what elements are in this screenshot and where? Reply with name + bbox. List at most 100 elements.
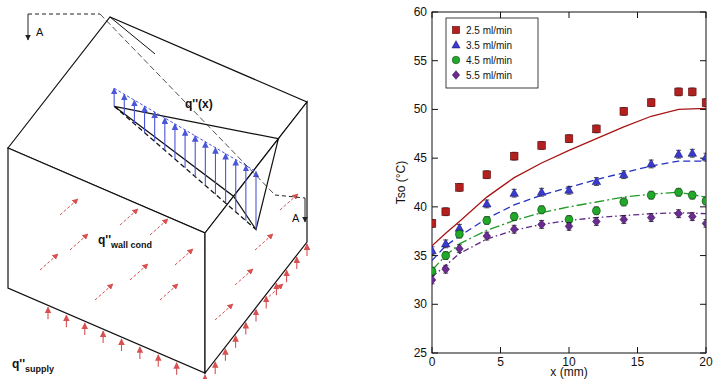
supply-arrow [139,347,140,359]
marker-circle [538,206,546,214]
model-line [432,213,706,277]
y-tick [432,304,438,305]
marker-square [510,152,518,160]
conduction-arrow [60,199,78,215]
x-tick [569,347,570,353]
y-tick-label: 25 [414,346,428,360]
y-tick-label: 30 [414,297,428,311]
flux-arrow [124,94,125,115]
y-tick-label: 55 [414,54,428,68]
supply-arrow [47,307,48,319]
x-tick-label: 5 [497,355,504,369]
flux-arrow [174,124,175,159]
x-tick [500,12,501,18]
model-line [432,108,706,245]
label-sub: wall cond [110,240,152,250]
marker-square [456,184,464,192]
marker-square [647,99,655,107]
flux-arrow [205,142,206,186]
marker-circle [702,197,706,205]
marker-circle [688,191,696,199]
marker-circle [510,213,518,221]
section-line [275,195,305,198]
marker-square [675,88,683,96]
marker-square [432,220,436,228]
diagram-label: q''supply [12,357,54,374]
x-tick [706,12,707,18]
supply-arrow [103,331,104,343]
figure: AAq''(x)q''wall condq''supply05101520253… [0,0,716,379]
marker-square [593,125,601,133]
flux-arrow [114,88,115,106]
marker-diamond [452,71,459,80]
label-main: q'' [12,357,25,371]
conduction-arrow [130,264,148,280]
marker-square [620,108,628,116]
marker-diamond [593,217,601,226]
conduction-arrow [95,284,113,300]
x-tick [637,347,638,353]
section-arrow [305,198,306,222]
marker-diamond [538,220,546,229]
conduction-arrow [40,254,58,270]
flux-arrow [225,154,226,203]
marker-triangle [452,41,460,48]
marker-square [442,208,450,216]
supply-arrow [176,363,177,375]
y-tick-label: 50 [414,102,428,116]
x-tick [637,12,638,18]
flux-arrow [215,148,216,195]
marker-diamond [483,232,491,241]
marker-circle [592,207,600,215]
marker-triangle [537,188,545,196]
legend-label: 4.5 ml/min [466,55,512,66]
conduction-arrow [255,234,273,250]
y-axis-label: Tso (°C) [394,161,408,204]
y-tick [700,304,706,305]
x-tick [500,347,501,353]
y-tick [700,60,706,61]
channel-bottom [114,106,256,229]
y-tick [432,12,438,13]
y-tick [432,109,438,110]
y-tick [432,206,438,207]
conduction-arrow [235,269,253,285]
conduction-arrow [150,219,168,235]
chart: 051015202530354045505560x (mm)Tso (°C)2.… [394,5,713,379]
y-tick [432,353,438,354]
diagram-label: A [36,26,44,38]
plot-frame [432,12,706,353]
series-markers [432,149,706,255]
legend-label: 2.5 ml/min [466,25,512,36]
marker-triangle [510,189,518,197]
flux-arrow [144,106,145,133]
y-tick [700,353,706,354]
supply-arrow [296,257,297,269]
supply-arrow [245,323,246,335]
block-front [8,148,205,373]
y-tick [700,255,706,256]
flux-arrow [134,100,135,124]
conduction-arrow [215,304,233,320]
legend-box [446,18,538,88]
conduction-arrow [175,249,193,265]
y-tick [432,60,438,61]
x-tick [569,12,570,18]
flux-arrow [255,172,256,230]
y-tick-label: 40 [414,200,428,214]
marker-diamond [689,212,697,221]
legend-label: 5.5 ml/min [466,70,512,81]
supply-arrow [84,323,85,335]
marker-triangle [702,153,706,161]
flux-envelope [114,88,256,171]
marker-diamond [432,275,436,284]
marker-diamond [702,219,706,228]
section-line [28,14,100,15]
marker-triangle [674,150,682,158]
marker-diamond [456,244,464,253]
marker-diamond [565,222,573,231]
marker-square [702,99,706,107]
supply-arrow [276,283,277,295]
flux-arrow [195,136,196,177]
legend-label: 3.5 ml/min [466,40,512,51]
